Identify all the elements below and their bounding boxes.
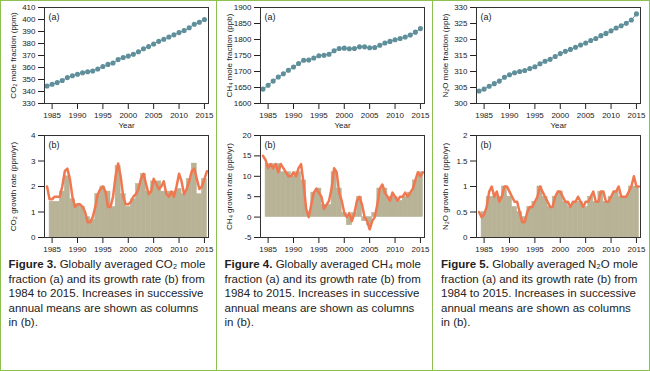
svg-text:1990: 1990 — [284, 111, 302, 120]
svg-text:1750: 1750 — [233, 51, 251, 60]
svg-text:Year: Year — [334, 121, 351, 130]
svg-text:1995: 1995 — [93, 111, 111, 120]
svg-text:20: 20 — [242, 131, 251, 140]
svg-text:2015: 2015 — [411, 111, 429, 120]
svg-text:2: 2 — [31, 182, 36, 191]
svg-text:305: 305 — [454, 83, 468, 92]
svg-text:1985: 1985 — [259, 245, 277, 253]
svg-text:315: 315 — [454, 51, 468, 60]
svg-text:-5: -5 — [244, 233, 252, 242]
svg-text:(a): (a) — [48, 12, 59, 22]
svg-text:1600: 1600 — [233, 99, 251, 108]
svg-text:1995: 1995 — [526, 111, 544, 120]
svg-text:370: 370 — [22, 51, 36, 60]
svg-text:1990: 1990 — [501, 111, 519, 120]
svg-text:2000: 2000 — [335, 111, 353, 120]
svg-text:350: 350 — [22, 75, 36, 84]
svg-text:1995: 1995 — [93, 245, 111, 253]
svg-text:2010: 2010 — [602, 111, 620, 120]
svg-text:1.5: 1.5 — [456, 157, 468, 166]
svg-text:1995: 1995 — [309, 245, 327, 253]
svg-text:410: 410 — [22, 3, 36, 12]
html-text:Figure 5. Globally averaged N₂: Figure 5. Globally averaged N₂O mole fra… — [441, 258, 638, 328]
svg-text:2: 2 — [463, 131, 468, 140]
svg-text:340: 340 — [22, 87, 36, 96]
svg-text:N₂O growth rate (ppb/yr): N₂O growth rate (ppb/yr) — [441, 143, 450, 230]
svg-text:325: 325 — [454, 19, 468, 28]
svg-text:2015: 2015 — [628, 245, 646, 253]
svg-text:0: 0 — [247, 213, 252, 222]
svg-text:2015: 2015 — [411, 245, 429, 253]
svg-text:3: 3 — [31, 157, 36, 166]
svg-text:CO₂ mole fraction (ppm): CO₂ mole fraction (ppm) — [9, 12, 18, 99]
svg-text:1995: 1995 — [526, 245, 544, 253]
svg-text:1900: 1900 — [233, 3, 251, 12]
svg-text:330: 330 — [454, 3, 468, 12]
svg-text:1850: 1850 — [233, 19, 251, 28]
svg-text:2015: 2015 — [195, 245, 213, 253]
svg-text:CH₄ mole fraction (ppb): CH₄ mole fraction (ppb) — [225, 13, 234, 97]
svg-text:CH₄ growth rate (ppb/yr): CH₄ growth rate (ppb/yr) — [225, 143, 234, 230]
svg-text:0: 0 — [31, 233, 36, 242]
svg-text:1990: 1990 — [68, 245, 86, 253]
svg-text:N₂O mole fraction (ppb): N₂O mole fraction (ppb) — [441, 13, 450, 97]
svg-text:1990: 1990 — [284, 245, 302, 253]
svg-text:2010: 2010 — [170, 245, 188, 253]
svg-text:1990: 1990 — [68, 111, 86, 120]
svg-text:2000: 2000 — [119, 111, 137, 120]
svg-text:380: 380 — [22, 39, 36, 48]
svg-text:1650: 1650 — [233, 83, 251, 92]
svg-text:2000: 2000 — [551, 111, 569, 120]
svg-text:0: 0 — [463, 233, 468, 242]
svg-text:1985: 1985 — [259, 111, 277, 120]
svg-text:1: 1 — [31, 208, 36, 217]
svg-text:390: 390 — [22, 27, 36, 36]
svg-text:2005: 2005 — [577, 111, 595, 120]
svg-text:4: 4 — [31, 131, 36, 140]
svg-text:1800: 1800 — [233, 35, 251, 44]
svg-text:1: 1 — [463, 182, 468, 191]
svg-text:0.5: 0.5 — [456, 208, 468, 217]
svg-text:2000: 2000 — [551, 245, 569, 253]
svg-text:400: 400 — [22, 15, 36, 24]
svg-text:2005: 2005 — [577, 245, 595, 253]
svg-text:2010: 2010 — [170, 111, 188, 120]
svg-text:2005: 2005 — [360, 245, 378, 253]
svg-text:310: 310 — [454, 67, 468, 76]
svg-text:Year: Year — [550, 121, 567, 130]
svg-text:320: 320 — [454, 35, 468, 44]
svg-text:2010: 2010 — [602, 245, 620, 253]
svg-text:5: 5 — [247, 192, 252, 201]
svg-text:2010: 2010 — [386, 111, 404, 120]
svg-text:1990: 1990 — [501, 245, 519, 253]
svg-text:(b): (b) — [48, 140, 59, 150]
svg-text:330: 330 — [22, 99, 36, 108]
svg-text:300: 300 — [454, 99, 468, 108]
svg-text:(a): (a) — [481, 12, 492, 22]
svg-text:(b): (b) — [481, 140, 492, 150]
svg-text:1700: 1700 — [233, 67, 251, 76]
svg-text:10: 10 — [242, 172, 251, 181]
svg-text:(b): (b) — [264, 140, 275, 150]
svg-text:CO₂ growth rate (ppm/yr): CO₂ growth rate (ppm/yr) — [9, 141, 18, 231]
svg-text:2005: 2005 — [360, 111, 378, 120]
svg-text:2010: 2010 — [386, 245, 404, 253]
svg-text:1995: 1995 — [309, 111, 327, 120]
svg-text:2000: 2000 — [119, 245, 137, 253]
svg-text:2015: 2015 — [195, 111, 213, 120]
svg-text:(a): (a) — [264, 12, 275, 22]
svg-text:2000: 2000 — [335, 245, 353, 253]
svg-text:1985: 1985 — [475, 111, 493, 120]
svg-text:360: 360 — [22, 63, 36, 72]
svg-text:2005: 2005 — [144, 111, 162, 120]
svg-text:2005: 2005 — [144, 245, 162, 253]
svg-text:Year: Year — [118, 121, 135, 130]
svg-text:1985: 1985 — [43, 111, 61, 120]
svg-text:2015: 2015 — [628, 111, 646, 120]
html-text:Figure 4. Globally averaged CH: Figure 4. Globally averaged CH₄ mole fra… — [224, 258, 421, 328]
svg-text:15: 15 — [242, 151, 251, 160]
svg-text:1985: 1985 — [475, 245, 493, 253]
svg-text:1985: 1985 — [43, 245, 61, 253]
html-text:Figure 3. Globally averaged CO: Figure 3. Globally averaged CO₂ mole fra… — [8, 258, 206, 328]
